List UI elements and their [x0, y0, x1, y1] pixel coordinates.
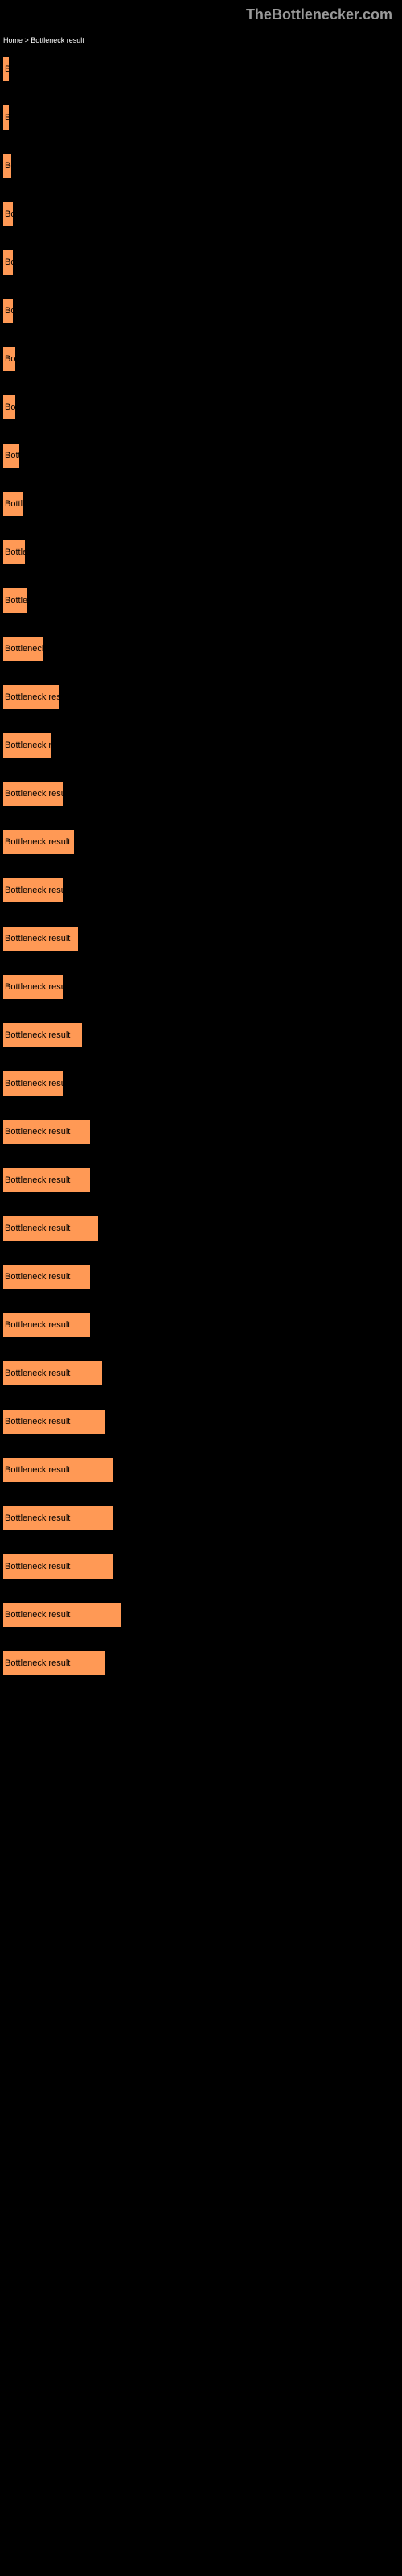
- chart-row: Bottleneck result: [3, 1554, 399, 1579]
- bar-label: Bottleneck result: [5, 1658, 70, 1668]
- chart-row: Bottleneck result: [3, 540, 399, 564]
- chart-row: Bottleneck result: [3, 347, 399, 371]
- chart-row: Bottleneck result: [3, 299, 399, 323]
- bar-label: Bottleneck result: [5, 1368, 70, 1378]
- bar-label: Bottleneck result: [5, 1610, 70, 1620]
- bar-label: Bottleneck result: [5, 1224, 70, 1233]
- bar-label: Bottleneck result: [5, 306, 70, 316]
- bar-label: Bottleneck result: [5, 1175, 70, 1185]
- bar-label: Bottleneck result: [5, 1417, 70, 1426]
- chart-row: Bottleneck result: [3, 830, 399, 854]
- chart-row: Bottleneck result: [3, 975, 399, 999]
- chart-row: Bottleneck result: [3, 733, 399, 758]
- site-header: TheBottlenecker.com: [0, 0, 402, 30]
- chart-row: Bottleneck result: [3, 1361, 399, 1385]
- chart-row: Bottleneck result: [3, 637, 399, 661]
- chart-row: Bottleneck result: [3, 105, 399, 130]
- bar-label: Bottleneck result: [5, 596, 70, 605]
- bar-label: Bottleneck result: [5, 692, 70, 702]
- chart-row: Bottleneck result: [3, 1313, 399, 1337]
- chart-row: Bottleneck result: [3, 927, 399, 951]
- bar-label: Bottleneck result: [5, 1513, 70, 1523]
- bar-label: Bottleneck result: [5, 402, 70, 412]
- chart-row: Bottleneck result: [3, 1651, 399, 1675]
- breadcrumb: Home > Bottleneck result: [0, 30, 402, 51]
- bar-label: Bottleneck result: [5, 982, 70, 992]
- bar-label: Bottleneck result: [5, 113, 70, 122]
- bar-label: Bottleneck result: [5, 1465, 70, 1475]
- bar-label: Bottleneck result: [5, 837, 70, 847]
- bar-label: Bottleneck result: [5, 1320, 70, 1330]
- chart-row: Bottleneck result: [3, 202, 399, 226]
- bar-label: Bottleneck result: [5, 886, 70, 895]
- bar-label: Bottleneck result: [5, 1127, 70, 1137]
- chart-row: Bottleneck result: [3, 444, 399, 468]
- bar-label: Bottleneck result: [5, 789, 70, 799]
- bar-label: Bottleneck result: [5, 934, 70, 943]
- bar-label: Bottleneck result: [5, 1030, 70, 1040]
- chart-row: Bottleneck result: [3, 250, 399, 275]
- bar-label: Bottleneck result: [5, 209, 70, 219]
- bar-label: Bottleneck result: [5, 741, 70, 750]
- bar-label: Bottleneck result: [5, 1562, 70, 1571]
- chart-row: Bottleneck result: [3, 1023, 399, 1047]
- chart-row: Bottleneck result: [3, 588, 399, 613]
- chart-row: Bottleneck result: [3, 1120, 399, 1144]
- bar-label: Bottleneck result: [5, 64, 70, 74]
- chart-row: Bottleneck result: [3, 782, 399, 806]
- chart-row: Bottleneck result: [3, 395, 399, 419]
- chart-row: Bottleneck result: [3, 1071, 399, 1096]
- bar-label: Bottleneck result: [5, 499, 70, 509]
- chart-row: Bottleneck result: [3, 492, 399, 516]
- bar-label: Bottleneck result: [5, 1079, 70, 1088]
- chart-row: Bottleneck result: [3, 1410, 399, 1434]
- chart-row: Bottleneck result: [3, 1506, 399, 1530]
- bar-label: Bottleneck result: [5, 644, 70, 654]
- chart-row: Bottleneck result: [3, 1216, 399, 1241]
- bottleneck-chart: Bottleneck result Bottleneck result Bottle…: [0, 51, 402, 1706]
- bar-label: Bottleneck result: [5, 354, 70, 364]
- chart-row: Bottleneck result: [3, 878, 399, 902]
- bar-label: Bottleneck result: [5, 161, 70, 171]
- chart-row: Bottleneck result: [3, 1265, 399, 1289]
- chart-row: Bottleneck result: [3, 154, 399, 178]
- chart-row: Bottleneck result: [3, 57, 399, 81]
- bar-label: Bottleneck result: [5, 1272, 70, 1282]
- breadcrumb-text: Home > Bottleneck result: [3, 36, 84, 44]
- bar-label: Bottleneck result: [5, 258, 70, 267]
- site-title: TheBottlenecker.com: [246, 6, 392, 23]
- bar-label: Bottleneck result: [5, 451, 70, 460]
- bar-label: Bottleneck result: [5, 547, 70, 557]
- chart-row: Bottleneck result: [3, 1603, 399, 1627]
- chart-row: Bottleneck result: [3, 1458, 399, 1482]
- chart-row: Bottleneck result: [3, 685, 399, 709]
- chart-row: Bottleneck result: [3, 1168, 399, 1192]
